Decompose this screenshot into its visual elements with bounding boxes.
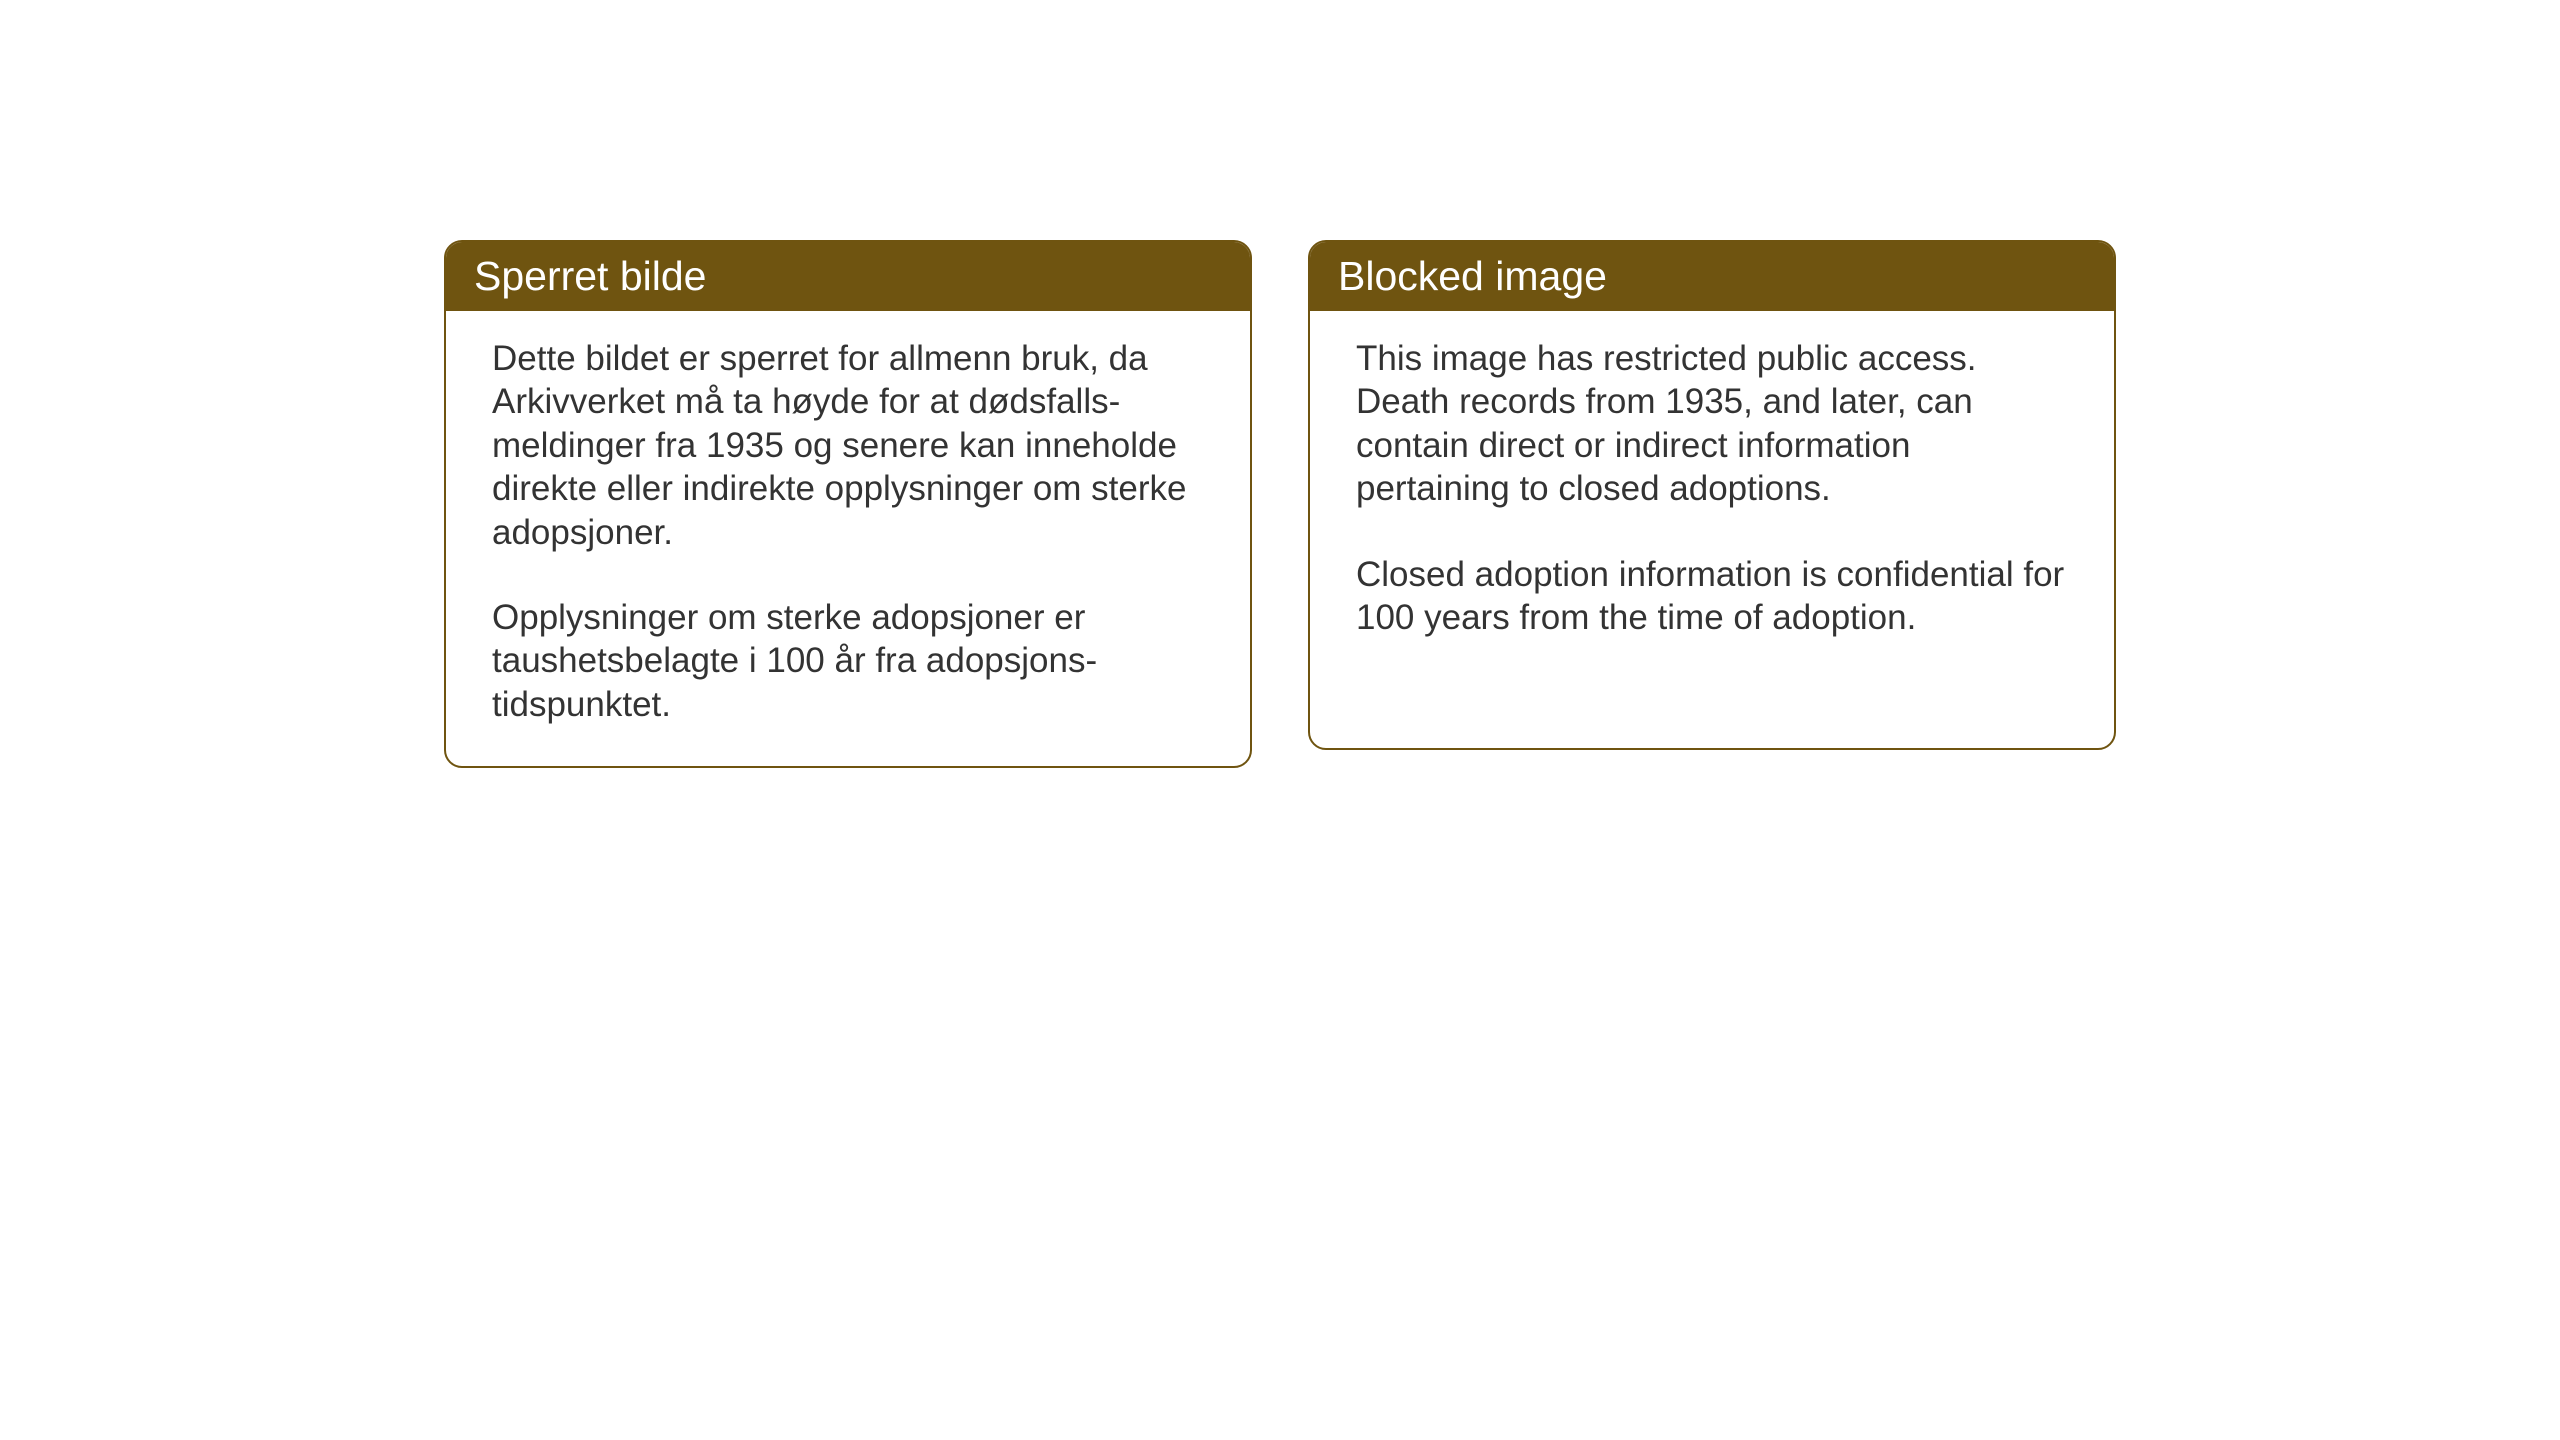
norwegian-paragraph-2: Opplysninger om sterke adopsjoner er tau… bbox=[492, 596, 1204, 726]
norwegian-paragraph-1: Dette bildet er sperret for allmenn bruk… bbox=[492, 337, 1204, 554]
card-norwegian: Sperret bilde Dette bildet er sperret fo… bbox=[444, 240, 1252, 768]
english-paragraph-1: This image has restricted public access.… bbox=[1356, 337, 2068, 511]
card-english: Blocked image This image has restricted … bbox=[1308, 240, 2116, 750]
english-paragraph-2: Closed adoption information is confident… bbox=[1356, 553, 2068, 640]
card-body-norwegian: Dette bildet er sperret for allmenn bruk… bbox=[446, 311, 1250, 766]
card-header-english: Blocked image bbox=[1310, 242, 2114, 311]
card-header-norwegian: Sperret bilde bbox=[446, 242, 1250, 311]
cards-container: Sperret bilde Dette bildet er sperret fo… bbox=[444, 240, 2116, 768]
card-body-english: This image has restricted public access.… bbox=[1310, 311, 2114, 679]
